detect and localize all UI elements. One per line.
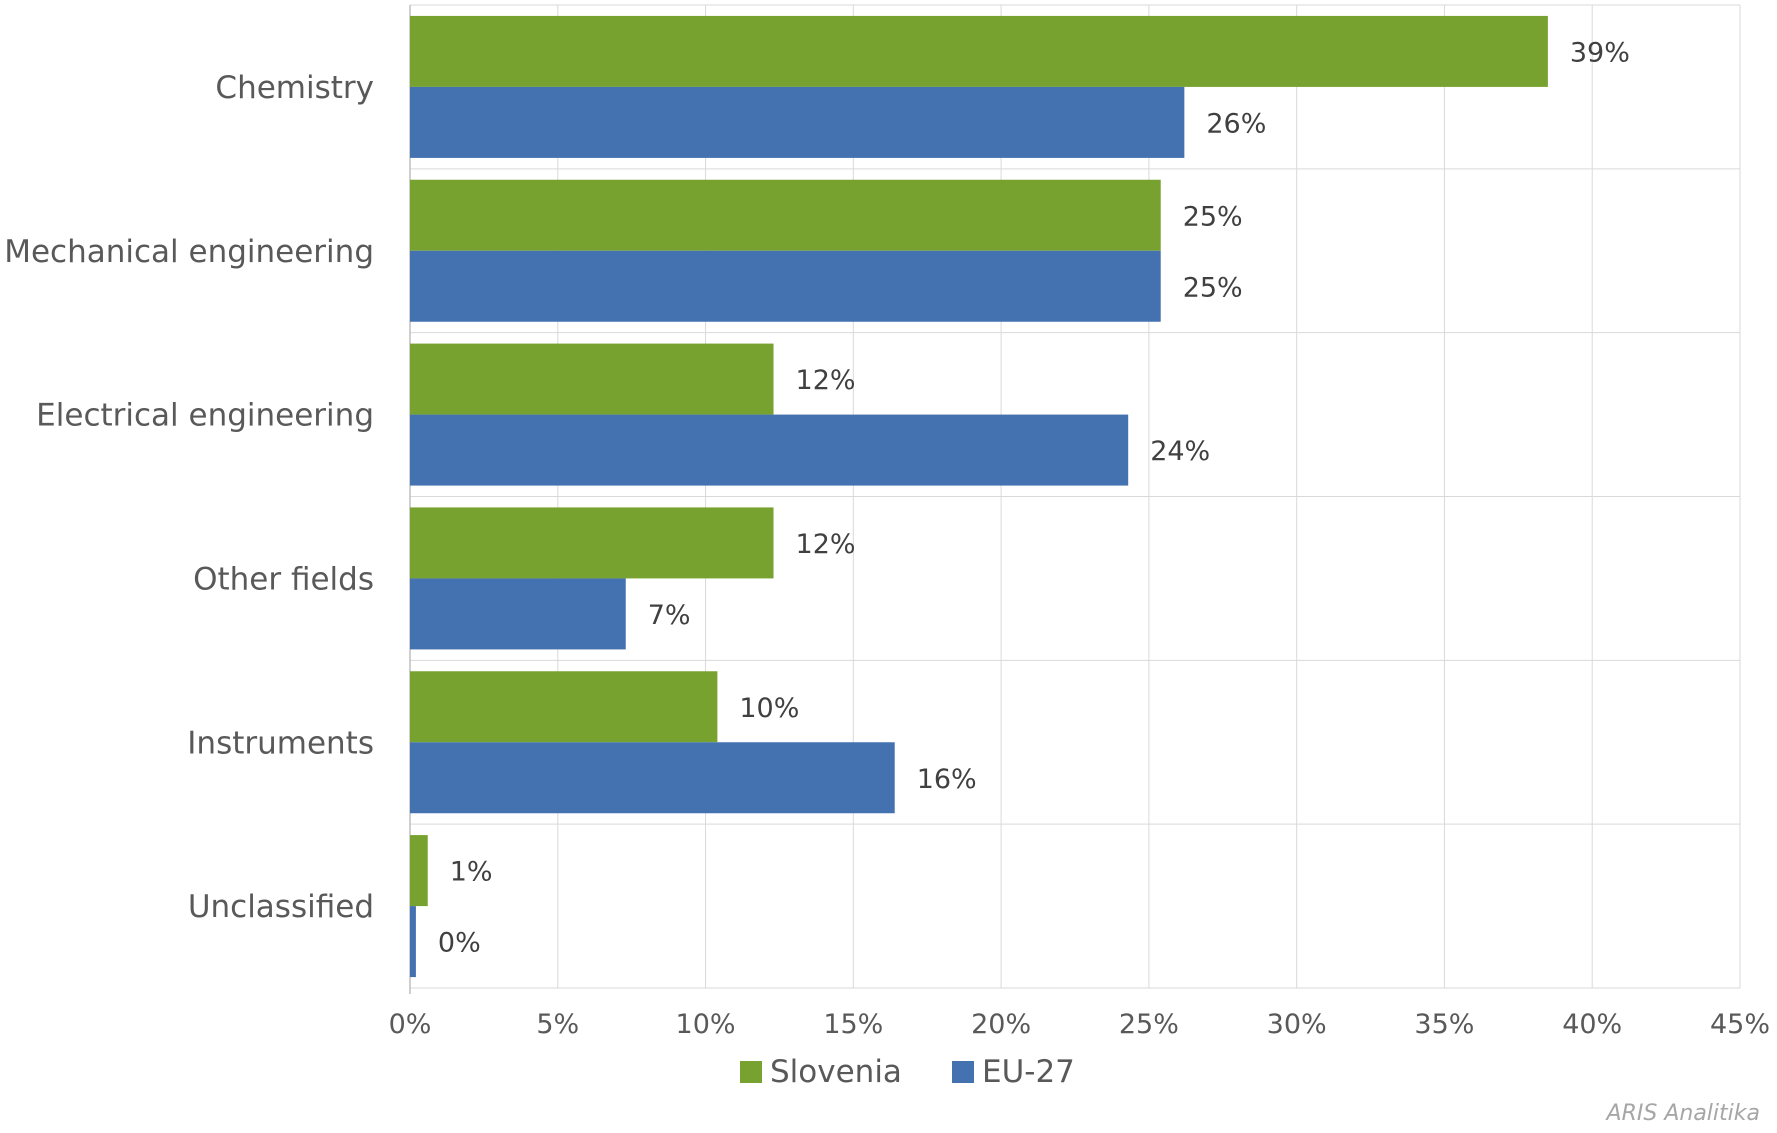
x-tick-label-4: 20% (971, 1009, 1031, 1040)
data-labels: 39% 26% 25% 25% 12% 24% 12% 7% 10% 16% 1% 0% (438, 37, 1630, 958)
data-label-eu-27-2: 24% (1150, 436, 1210, 467)
x-tick-label-2: 10% (676, 1009, 736, 1040)
x-tick-label-7: 35% (1414, 1009, 1474, 1040)
data-label-eu-27-1: 25% (1183, 272, 1243, 303)
x-tick-label-0: 0% (389, 1009, 432, 1040)
legend-label-eu-27: EU-27 (982, 1054, 1075, 1090)
category-label-3: Other fields (193, 561, 374, 597)
category-label-1: Mechanical engineering (4, 234, 374, 270)
x-tick-label-3: 15% (823, 1009, 883, 1040)
data-label-slovenia-0: 39% (1570, 37, 1630, 68)
credit-label: ARIS Analitika (1605, 1101, 1760, 1126)
bars (410, 15, 1548, 978)
x-tick-label-5: 25% (1119, 1009, 1179, 1040)
bar-eu-27-5 (410, 906, 416, 978)
bar-slovenia-3 (410, 507, 774, 579)
legend: Slovenia EU-27 (740, 1054, 1075, 1090)
bar-slovenia-4 (410, 671, 718, 743)
x-tick-label-8: 40% (1562, 1009, 1622, 1040)
gridlines (409, 4, 1741, 994)
bar-slovenia-1 (410, 179, 1161, 251)
data-label-slovenia-5: 1% (450, 857, 493, 888)
data-label-slovenia-2: 12% (796, 365, 856, 396)
legend-swatch-eu-27 (952, 1061, 974, 1083)
x-tick-label-6: 30% (1267, 1009, 1327, 1040)
data-label-slovenia-4: 10% (739, 693, 799, 724)
category-label-4: Instruments (187, 725, 374, 761)
category-label-0: Chemistry (215, 70, 374, 106)
data-label-eu-27-3: 7% (648, 600, 691, 631)
x-tick-label-9: 45% (1710, 1009, 1770, 1040)
data-label-slovenia-1: 25% (1183, 201, 1243, 232)
x-tick-label-1: 5% (536, 1009, 579, 1040)
category-labels: Chemistry Mechanical engineering Electrica… (4, 70, 374, 925)
bar-slovenia-2 (410, 343, 774, 415)
bar-eu-27-1 (410, 250, 1161, 322)
bar-eu-27-2 (410, 414, 1129, 486)
data-label-eu-27-4: 16% (917, 764, 977, 795)
bar-eu-27-0 (410, 86, 1185, 158)
data-label-eu-27-0: 26% (1206, 108, 1266, 139)
legend-swatch-slovenia (740, 1061, 762, 1083)
data-label-slovenia-3: 12% (796, 529, 856, 560)
category-label-5: Unclassified (188, 889, 374, 925)
bar-slovenia-5 (410, 835, 428, 907)
legend-label-slovenia: Slovenia (770, 1054, 902, 1090)
category-label-2: Electrical engineering (36, 398, 374, 434)
bar-eu-27-3 (410, 578, 626, 650)
bar-slovenia-0 (410, 15, 1548, 87)
data-label-eu-27-5: 0% (438, 928, 481, 959)
bar-eu-27-4 (410, 742, 895, 814)
x-axis-ticks: 0% 5% 10% 15% 20% 25% 30% 35% 40% 45% (389, 1009, 1770, 1040)
